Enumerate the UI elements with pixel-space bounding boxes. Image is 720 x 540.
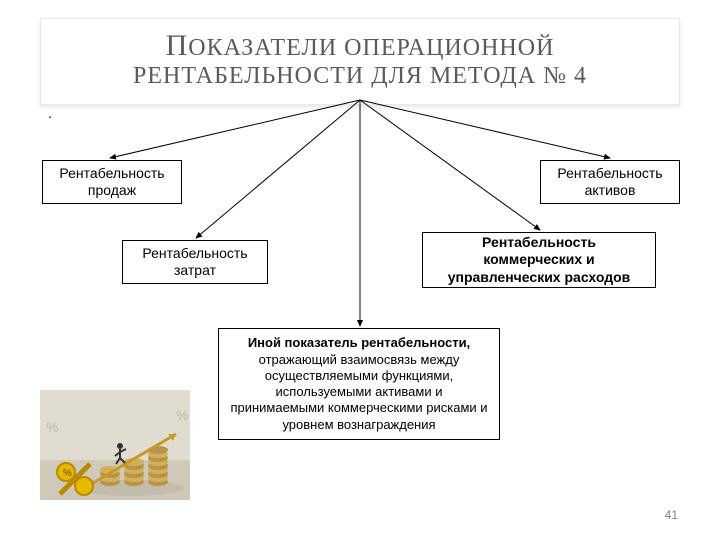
decorative-illustration: % % (40, 390, 190, 500)
node-sales: Рентабельность продаж (42, 160, 182, 204)
page-number: 41 (665, 508, 678, 522)
svg-text:%: % (63, 468, 72, 479)
node-costs: Рентабельность затрат (122, 240, 268, 284)
node-other: Иной показатель рентабельности, отражающ… (218, 328, 500, 440)
node-commercial: Рентабельность коммерческих и управленче… (422, 232, 656, 288)
svg-text:%: % (176, 407, 188, 423)
node-assets: Рентабельность активов (540, 160, 680, 204)
slide-title: ПОКАЗАТЕЛИ ОПЕРАЦИОННОЙРЕНТАБЕЛЬНОСТИ ДЛ… (40, 18, 680, 105)
node-root_stub: . (40, 108, 60, 120)
title-text: ПОКАЗАТЕЛИ ОПЕРАЦИОННОЙРЕНТАБЕЛЬНОСТИ ДЛ… (133, 35, 587, 89)
svg-text:%: % (46, 419, 58, 435)
